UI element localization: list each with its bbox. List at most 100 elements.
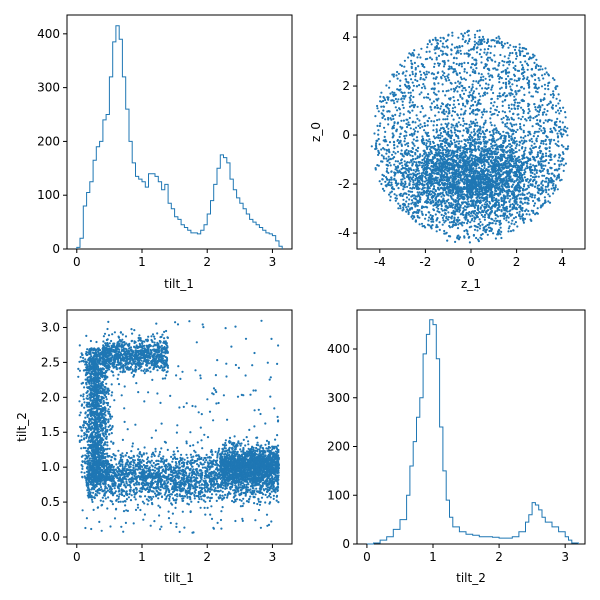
scatter-point xyxy=(384,130,387,133)
scatter-point xyxy=(463,185,466,188)
scatter-point xyxy=(477,182,481,185)
scatter-point xyxy=(405,192,408,195)
scatter-point xyxy=(448,79,451,82)
scatter-point xyxy=(377,137,380,141)
scatter-point xyxy=(508,149,511,152)
scatter-point xyxy=(542,189,545,192)
scatter-point xyxy=(529,57,532,60)
scatter-point xyxy=(451,174,454,177)
scatter-point xyxy=(489,222,492,225)
scatter-point xyxy=(393,174,396,177)
scatter-point xyxy=(513,196,516,199)
scatter-point xyxy=(452,96,455,99)
scatter-point xyxy=(562,169,565,172)
scatter-point xyxy=(430,102,433,105)
scatter-point xyxy=(481,35,485,39)
scatter-point xyxy=(480,116,483,119)
scatter-point xyxy=(566,134,569,137)
scatter-point xyxy=(517,117,520,120)
scatter-point xyxy=(459,156,462,159)
scatter-point xyxy=(490,193,493,196)
scatter-point xyxy=(518,206,521,209)
scatter-point xyxy=(463,159,466,162)
scatter-point xyxy=(391,153,394,156)
scatter-point xyxy=(449,129,453,132)
scatter-point xyxy=(470,87,473,90)
scatter-point xyxy=(536,122,539,125)
scatter-point xyxy=(470,151,473,154)
scatter-point xyxy=(453,99,456,102)
scatter-point xyxy=(405,148,408,152)
scatter-point xyxy=(518,185,522,189)
scatter-point xyxy=(506,131,509,134)
scatter-point xyxy=(509,122,512,125)
scatter-point xyxy=(540,192,544,195)
scatter-point xyxy=(521,50,524,53)
scatter-point xyxy=(478,29,481,32)
scatter-point xyxy=(378,152,381,155)
scatter-point xyxy=(410,59,413,62)
scatter-point xyxy=(452,160,455,163)
scatter-point xyxy=(507,75,510,78)
scatter-point xyxy=(529,147,532,150)
scatter-point xyxy=(491,59,494,62)
scatter-point xyxy=(494,155,497,159)
scatter-point xyxy=(392,140,396,143)
scatter-point xyxy=(465,147,468,151)
scatter-point xyxy=(453,141,456,144)
scatter-point xyxy=(493,112,496,115)
scatter-point xyxy=(528,130,531,133)
scatter-point xyxy=(520,168,523,171)
scatter-point xyxy=(474,108,477,112)
scatter-point xyxy=(494,237,497,240)
scatter-point xyxy=(518,210,521,213)
scatter-point xyxy=(444,144,447,147)
scatter-point xyxy=(478,197,481,200)
scatter-point xyxy=(442,118,445,121)
scatter-point xyxy=(390,181,393,184)
scatter-point xyxy=(399,79,402,82)
scatter-point xyxy=(533,185,537,188)
scatter-point xyxy=(505,191,508,194)
scatter-point xyxy=(400,127,403,130)
scatter-point xyxy=(428,39,431,42)
scatter-point xyxy=(412,181,415,184)
scatter-point xyxy=(534,78,537,81)
scatter-point xyxy=(415,148,418,151)
scatter-point xyxy=(545,191,548,194)
scatter-point xyxy=(417,194,420,197)
scatter-point xyxy=(502,206,505,209)
scatter-point xyxy=(510,135,513,138)
scatter-point xyxy=(408,105,412,108)
scatter-point xyxy=(531,95,535,98)
scatter-point xyxy=(385,101,388,104)
scatter-point xyxy=(395,74,398,77)
scatter-point xyxy=(493,219,496,222)
scatter-point xyxy=(434,77,437,80)
scatter-point xyxy=(379,122,382,125)
scatter-point xyxy=(463,68,466,71)
scatter-point xyxy=(552,182,555,185)
scatter-point xyxy=(550,158,553,161)
scatter-point xyxy=(548,146,551,149)
scatter-point xyxy=(479,95,482,98)
scatter-point xyxy=(396,100,399,103)
scatter-point xyxy=(438,166,441,169)
scatter-point xyxy=(437,111,440,114)
scatter-point xyxy=(495,129,499,132)
scatter-point xyxy=(407,91,410,94)
scatter-point xyxy=(481,194,484,197)
scatter-point xyxy=(453,138,456,142)
scatter-point xyxy=(434,153,437,157)
scatter-point xyxy=(469,125,472,128)
scatter-point xyxy=(523,54,527,58)
scatter-point xyxy=(405,210,408,213)
scatter-point xyxy=(456,196,459,200)
scatter-point xyxy=(452,124,455,127)
scatter-point xyxy=(405,200,408,203)
scatter-point xyxy=(514,68,517,71)
scatter-point xyxy=(453,126,456,129)
scatter-point xyxy=(506,118,509,121)
scatter-point xyxy=(532,179,535,182)
scatter-point xyxy=(402,155,405,158)
